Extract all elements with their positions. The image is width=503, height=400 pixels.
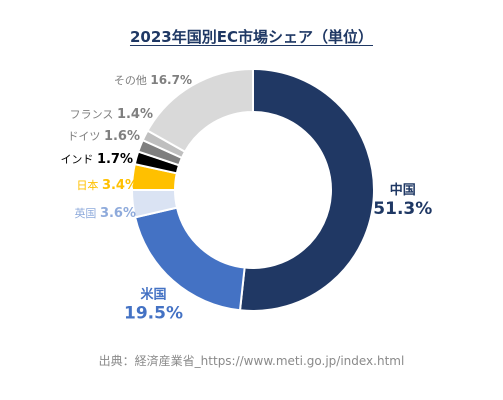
slice-label-7: その他 16.7% <box>114 73 192 87</box>
slice-label-name-2: 英国 <box>74 206 100 220</box>
slice-label-value-4: 1.7% <box>97 152 133 167</box>
slice-label-name-4: インド <box>60 153 97 166</box>
slice-label-name-3: 日本 <box>76 178 102 192</box>
slice-label-name-5: ドイツ <box>67 130 104 143</box>
slice-label-name-7: その他 <box>114 74 151 87</box>
slice-label-value-2: 3.6% <box>100 206 136 221</box>
source-note: 出典：経済産業省_https://www.meti.go.jp/index.ht… <box>98 354 405 368</box>
slice-label-6: フランス 1.4% <box>70 107 153 122</box>
donut-slice-7 <box>146 67 254 154</box>
slice-label-name-0: 中国 <box>390 182 416 198</box>
slice-label-4: インド 1.7% <box>60 152 133 167</box>
slice-label-name-1: 米国 <box>140 286 166 302</box>
donut-slice-0 <box>238 67 375 312</box>
slice-label-name-6: フランス <box>70 108 117 121</box>
slice-label-value-5: 1.6% <box>104 129 140 144</box>
slice-label-value-3: 3.4% <box>102 178 138 193</box>
slice-label-value-1: 19.5% <box>124 303 183 323</box>
slice-label-3: 日本 3.4% <box>76 178 138 193</box>
slice-label-value-6: 1.4% <box>117 107 153 122</box>
slice-label-2: 英国 3.6% <box>74 206 136 221</box>
slice-label-5: ドイツ 1.6% <box>67 129 140 144</box>
chart-title: 2023年国別EC市場シェア（単位） <box>129 28 373 46</box>
slice-label-value-0: 51.3% <box>373 199 432 219</box>
slice-label-value-7: 16.7% <box>150 73 192 87</box>
